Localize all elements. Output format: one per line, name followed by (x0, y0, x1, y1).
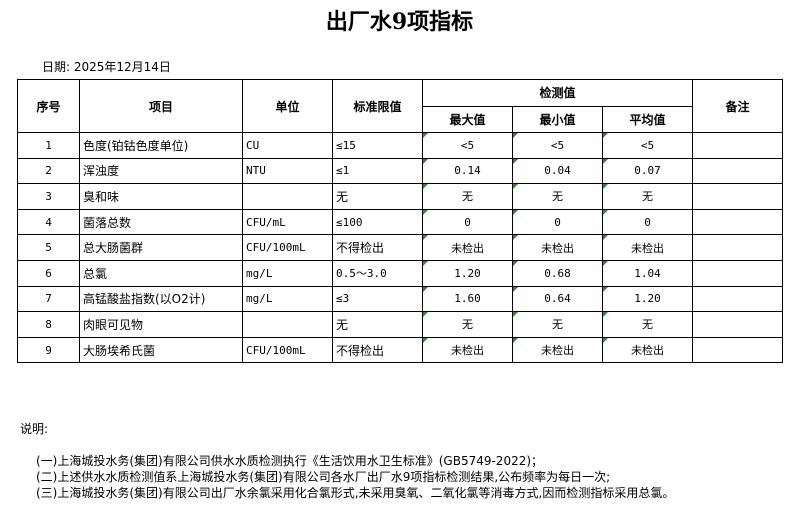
cell-no: 6 (17, 259, 80, 287)
cell-remark (692, 183, 783, 210)
cell-limit: 无 (332, 183, 423, 210)
cell-avg: 无 (602, 183, 693, 210)
note-2: (二)上述供水水质检测值系上海城投水务(集团)有限公司各水厂出厂水9项指标检测结… (36, 470, 611, 484)
cell-min: 0.64 (512, 285, 603, 313)
cell-avg: 1.04 (602, 259, 693, 287)
cell-no: 8 (17, 311, 80, 338)
cell-min: 0.04 (512, 157, 603, 185)
cell-max: 1.20 (422, 259, 513, 287)
cell-avg: 0 (602, 208, 693, 236)
cell-no: 3 (17, 183, 80, 210)
cell-remark (692, 157, 783, 185)
cell-min: 无 (512, 183, 603, 210)
cell-remark (692, 336, 783, 364)
table-row: 1 色度(铂钴色度单位) CU ≤15 <5 <5 <5 (17, 132, 783, 159)
cell-remark (692, 285, 783, 313)
cell-no: 7 (17, 285, 80, 313)
cell-max: 0 (422, 208, 513, 236)
cell-min: <5 (512, 132, 603, 159)
notes-label: 说明: (20, 422, 49, 436)
cell-limit: ≤100 (332, 208, 423, 236)
cell-no: 4 (17, 208, 80, 236)
cell-max: 未检出 (422, 336, 513, 364)
table-row: 7 高锰酸盐指数(以O2计) mg/L ≤3 1.60 0.64 1.20 (17, 285, 783, 313)
cell-item: 臭和味 (79, 183, 243, 210)
header-item: 项目 (79, 79, 243, 133)
cell-max: 无 (422, 311, 513, 338)
cell-unit: mg/L (242, 285, 333, 313)
cell-limit: ≤3 (332, 285, 423, 313)
table-row: 3 臭和味无无无无 (17, 183, 783, 210)
header-no: 序号 (17, 79, 80, 133)
report-date: 日期: 2025年12月14日 (42, 60, 171, 74)
header-max: 最大值 (422, 105, 513, 133)
header-min: 最小值 (512, 105, 603, 133)
cell-item: 菌落总数 (79, 208, 243, 236)
cell-avg: 未检出 (602, 336, 693, 364)
header-limit: 标准限值 (332, 79, 423, 133)
cell-max: 未检出 (422, 234, 513, 261)
cell-item: 色度(铂钴色度单位) (79, 132, 243, 159)
cell-limit: 无 (332, 311, 423, 338)
cell-no: 1 (17, 132, 80, 159)
page-title: 出厂水9项指标 (325, 9, 474, 35)
cell-limit: 不得检出 (332, 234, 423, 261)
cell-item: 总大肠菌群 (79, 234, 243, 261)
cell-max: 无 (422, 183, 513, 210)
cell-remark (692, 132, 783, 159)
cell-unit: CFU/100mL (242, 234, 333, 261)
table-row: 8 肉眼可见物无无无无 (17, 311, 783, 338)
cell-min: 0.68 (512, 259, 603, 287)
cell-no: 9 (17, 336, 80, 364)
cell-item: 浑浊度 (79, 157, 243, 185)
header-measured: 检测值 (422, 79, 693, 107)
note-1: (一)上海城投水务(集团)有限公司供水水质检测执行《生活饮用水卫生标准》(GB5… (36, 454, 544, 468)
cell-item: 高锰酸盐指数(以O2计) (79, 285, 243, 313)
cell-unit: NTU (242, 157, 333, 185)
cell-limit: 不得检出 (332, 336, 423, 364)
cell-item: 大肠埃希氏菌 (79, 336, 243, 364)
cell-remark (692, 311, 783, 338)
cell-no: 2 (17, 157, 80, 185)
cell-unit (242, 183, 333, 210)
cell-limit: ≤1 (332, 157, 423, 185)
table-row: 4 菌落总数 CFU/mL ≤100 0 0 0 (17, 208, 783, 236)
cell-max: <5 (422, 132, 513, 159)
table-row: 2 浑浊度 NTU ≤1 0.14 0.04 0.07 (17, 157, 783, 185)
cell-min: 未检出 (512, 234, 603, 261)
cell-remark (692, 234, 783, 261)
cell-avg: 0.07 (602, 157, 693, 185)
cell-avg: 1.20 (602, 285, 693, 313)
cell-item: 肉眼可见物 (79, 311, 243, 338)
cell-limit: ≤15 (332, 132, 423, 159)
header-avg: 平均值 (602, 105, 693, 133)
cell-unit: CFU/mL (242, 208, 333, 236)
cell-avg: <5 (602, 132, 693, 159)
cell-min: 0 (512, 208, 603, 236)
cell-unit: mg/L (242, 259, 333, 287)
cell-min: 未检出 (512, 336, 603, 364)
cell-limit: 0.5～3.0 (332, 259, 423, 287)
table-row: 9 大肠埃希氏菌 CFU/100mL 不得检出 未检出 未检出 未检出 (17, 336, 783, 364)
cell-max: 0.14 (422, 157, 513, 185)
cell-item: 总氯 (79, 259, 243, 287)
note-3: (三)上海城投水务(集团)有限公司出厂水余氯采用化合氯形式,未采用臭氧、二氧化氯… (36, 486, 675, 500)
cell-max: 1.60 (422, 285, 513, 313)
header-remark: 备注 (692, 79, 783, 133)
cell-unit: CFU/100mL (242, 336, 333, 364)
header-unit: 单位 (242, 79, 333, 133)
cell-remark (692, 208, 783, 236)
cell-remark (692, 259, 783, 287)
cell-min: 无 (512, 311, 603, 338)
cell-unit: CU (242, 132, 333, 159)
table-row: 5 总大肠菌群 CFU/100mL 不得检出 未检出 未检出 未检出 (17, 234, 783, 261)
cell-avg: 未检出 (602, 234, 693, 261)
cell-avg: 无 (602, 311, 693, 338)
cell-unit (242, 311, 333, 338)
cell-no: 5 (17, 234, 80, 261)
water-quality-table: 序号 项目 单位 标准限值 检测值 备注 最大值 最小值 平均值 1 色度(铂钴色… (17, 79, 783, 364)
table-row: 6 总氯 mg/L 0.5～3.0 1.20 0.68 1.04 (17, 259, 783, 287)
